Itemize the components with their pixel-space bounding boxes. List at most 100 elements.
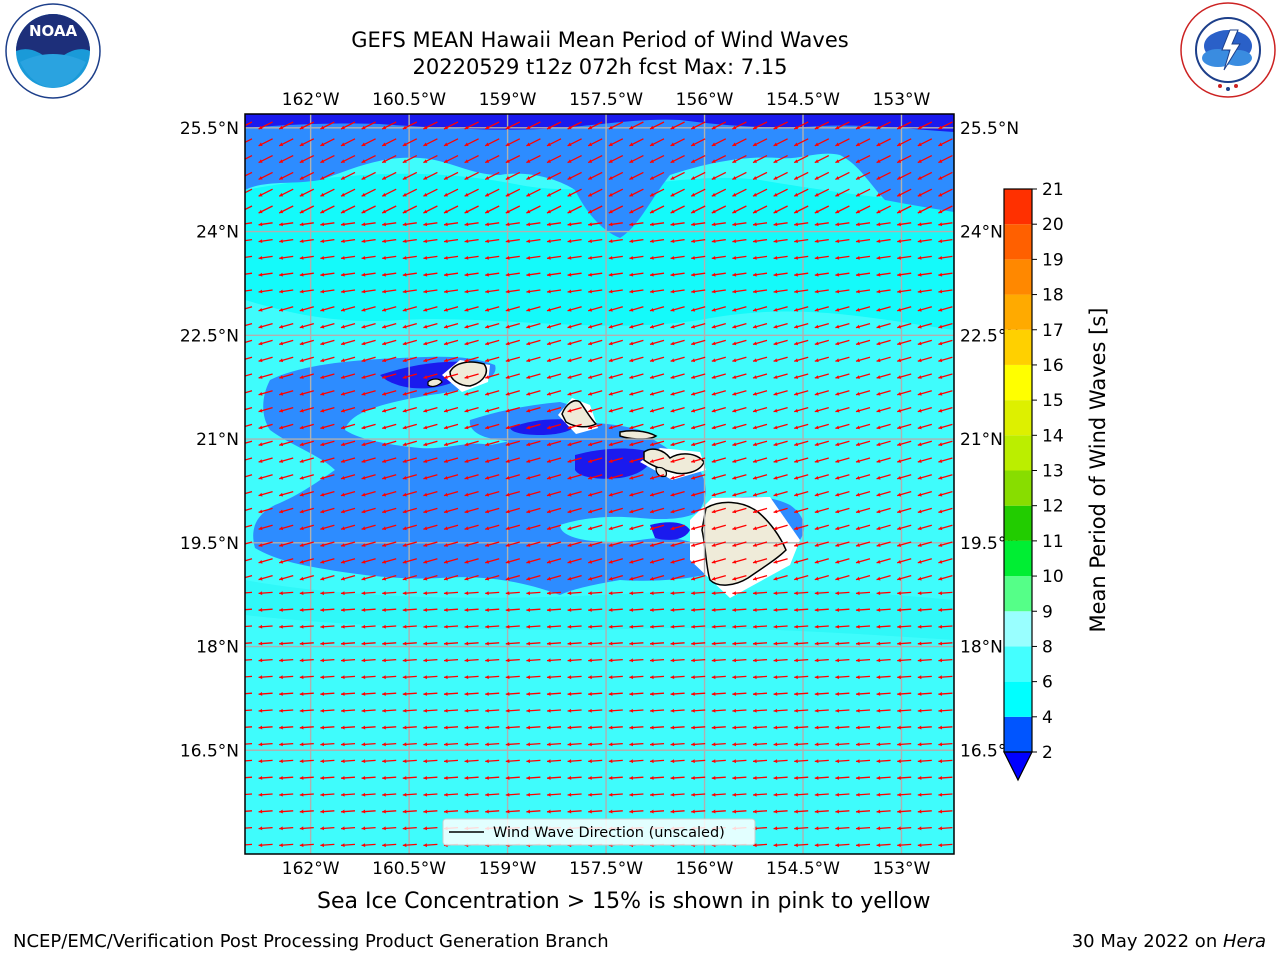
wave-arrow-head [691, 576, 696, 581]
wave-arrow-head [526, 176, 531, 180]
wave-arrow-head [526, 192, 531, 197]
wave-arrow-head [361, 809, 366, 814]
wave-arrow-head [732, 142, 737, 146]
wave-arrow-head [650, 125, 654, 130]
wind-wave-arrows [245, 121, 953, 848]
wave-arrow-head [361, 125, 366, 130]
wave-arrow-head [320, 442, 325, 447]
wave-arrow-head [485, 708, 489, 713]
wave-arrow [245, 289, 253, 292]
wave-arrow [245, 188, 253, 194]
wave-arrow-head [794, 256, 798, 260]
wave-arrow-head [794, 624, 798, 629]
wave-arrow-head [588, 792, 592, 797]
wave-arrow-head [526, 391, 531, 396]
wave-arrow-head [485, 624, 489, 629]
wave-arrow-head [341, 742, 345, 747]
wave-arrow-head [711, 408, 716, 413]
wave-arrow-head [835, 526, 840, 531]
footer-credit: NCEP/EMC/Verification Post Processing Pr… [13, 931, 609, 952]
wave-arrow-head [299, 608, 304, 612]
wave-arrow-head [423, 543, 428, 547]
wave-arrow-head [382, 608, 386, 612]
wave-arrow-head [320, 408, 325, 413]
wave-arrow-head [279, 142, 284, 146]
wave-arrow-head [444, 159, 448, 163]
wave-arrow-head [320, 759, 325, 764]
wave-arrow-head [629, 543, 634, 547]
wave-arrow-head [938, 192, 943, 197]
wave-arrow-head [547, 358, 551, 363]
wave-arrow-head [835, 272, 840, 277]
wave-arrow-head [423, 792, 428, 797]
wave-arrow-head [567, 624, 572, 629]
wave-arrow-head [814, 307, 819, 312]
wave-arrow-head [629, 176, 634, 180]
wave-arrow-head [835, 425, 840, 430]
wave-arrow-head [938, 559, 943, 564]
wave-arrow-head [917, 239, 922, 244]
wave-arrow-head [402, 641, 407, 646]
wave-arrow-head [650, 222, 654, 227]
wave-arrow-head [650, 341, 654, 346]
wave-arrow-head [650, 641, 654, 646]
wave-arrow-head [794, 543, 799, 547]
wave-arrow-head [444, 624, 448, 629]
chart-subtitle: 20220529 t12z 072h fcst Max: 7.15 [412, 55, 788, 79]
wave-arrow-head [526, 375, 531, 379]
wave-arrow-head [444, 341, 448, 346]
wave-arrow-head [732, 222, 737, 227]
wave-arrow-head [588, 776, 592, 780]
wave-arrow-head [341, 641, 345, 646]
wave-arrow-head [526, 222, 531, 227]
wave-arrow-head [526, 509, 531, 514]
wave-arrow-head [320, 289, 325, 294]
wave-arrow-head [917, 159, 922, 163]
wave-arrow-head [835, 624, 840, 629]
y-tick-label-left: 16.5°N [180, 741, 239, 761]
wave-arrow-head [670, 708, 675, 713]
wave-arrow-head [485, 509, 490, 514]
wave-arrow-head [299, 459, 304, 463]
y-tick-label-left: 24°N [196, 223, 239, 243]
wave-arrow-head [670, 809, 675, 814]
wave-arrow-head [938, 792, 943, 797]
wave-arrow-head [279, 492, 284, 497]
colorbar-tick-label: 16 [1042, 356, 1064, 376]
wave-arrow-head [341, 307, 345, 312]
wave-arrow-head [299, 708, 304, 713]
wave-arrow-head [423, 675, 428, 680]
wave-arrow-head [814, 475, 819, 480]
wave-arrow-head [402, 442, 407, 447]
wave-arrow-head [361, 591, 366, 596]
wave-arrow-head [279, 159, 284, 163]
wave-arrow-head [917, 176, 922, 180]
wave-arrow-head [382, 222, 386, 227]
wave-arrow-head [670, 209, 675, 214]
colorbar-segment [1004, 329, 1032, 365]
wave-arrow-head [361, 475, 366, 480]
colorbar-segment [1004, 294, 1032, 330]
wave-arrow-head [691, 624, 695, 629]
wave-arrow-head [567, 658, 572, 663]
wave-arrow-head [567, 692, 572, 696]
wave-arrow-head [361, 358, 366, 363]
wave-arrow-head [526, 459, 531, 463]
wave-arrow-head [279, 576, 284, 581]
wave-arrow-head [444, 809, 448, 814]
wave-arrow-head [691, 289, 695, 294]
map-frame [244, 113, 955, 855]
wave-arrow-head [814, 125, 819, 130]
wave-arrow-head [629, 222, 634, 227]
wave-arrow-head [794, 826, 798, 831]
wave-arrow-head [485, 222, 489, 227]
wave-arrow-head [402, 776, 407, 780]
wave-arrow-head [444, 475, 448, 480]
wave-arrow-head [711, 442, 716, 447]
wave-arrow-head [444, 358, 448, 363]
wave-arrow-head [382, 209, 387, 214]
wave-arrow-head [897, 239, 901, 244]
wave-arrow-head [464, 492, 469, 497]
wave-arrow-head [794, 608, 798, 612]
